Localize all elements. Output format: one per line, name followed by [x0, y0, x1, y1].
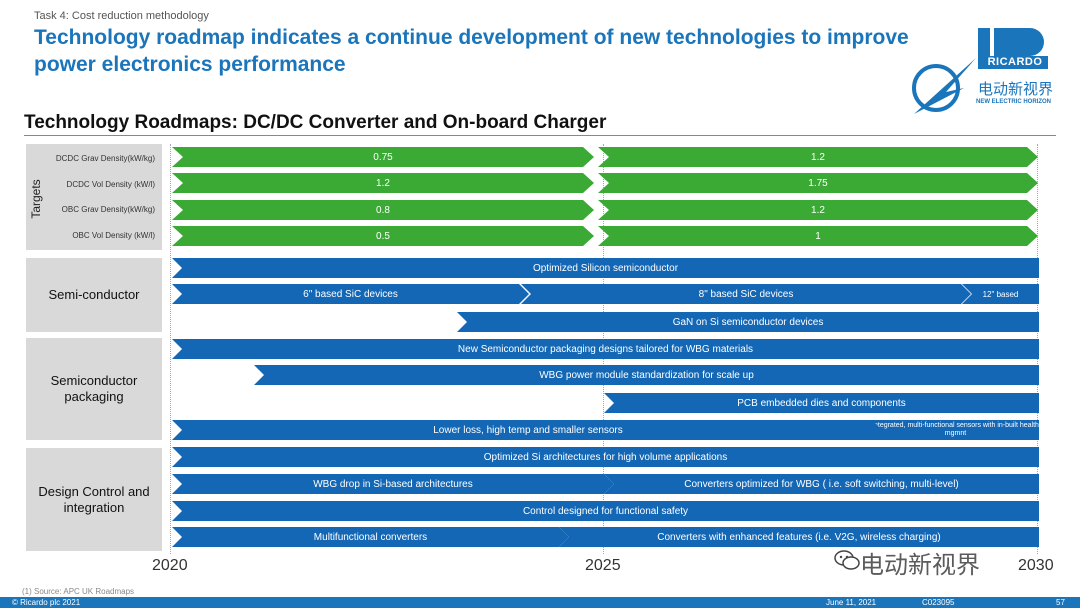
targets-panel [26, 144, 162, 250]
year-2030: 2030 [1018, 557, 1054, 574]
bar-multifunctional: Multifunctional converters [172, 527, 569, 547]
footnote: (1) Source: APC UK Roadmaps [22, 587, 135, 596]
bar-converters-wbg: Converters optimized for WBG ( i.e. soft… [604, 474, 1039, 494]
target-bar-dcdc-vol-2025: 1.75 [598, 173, 1038, 193]
bar-sic-6: 6" based SiC devices [172, 284, 529, 304]
bar-pcb-embedded: PCB embedded dies and components [604, 393, 1039, 413]
year-2020: 2020 [152, 557, 188, 574]
bar-sic-12: 12" based [962, 284, 1039, 304]
section-semiconductor: Semi-conductor [48, 287, 140, 302]
footer-date: June 11, 2021 [826, 598, 877, 607]
footer-bar: © Ricardo plc 2021 June 11, 2021 C023095… [0, 597, 1080, 608]
target-bar-dcdc-grav-2025: 1.2 [598, 147, 1038, 167]
semiconductor-panel [26, 258, 162, 332]
bar-gan-on-si: GaN on Si semiconductor devices [457, 312, 1039, 332]
logo-tagline: NEW ELECTRIC HORIZON [976, 99, 1051, 105]
bar-wbg-packaging: New Semiconductor packaging designs tail… [172, 339, 1039, 359]
bar-wbg-drop-in: WBG drop in Si-based architectures [172, 474, 614, 494]
bar-integrated-sensors: Integrated, multi-functional sensors wit… [872, 420, 1039, 440]
section-packaging: Semiconductor packaging [50, 373, 138, 404]
title-underline [24, 135, 1056, 136]
target-label-obc-grav: OBC Grav Density(kW/kg) [61, 205, 155, 214]
bar-sic-8: 8" based SiC devices [521, 284, 971, 304]
target-bar-obc-vol-2025: 1 [598, 226, 1038, 246]
bar-si-architectures: Optimized Si architectures for high volu… [172, 447, 1039, 467]
footer-code: C023095 [922, 598, 955, 607]
footer-copyright: © Ricardo plc 2021 [12, 598, 81, 607]
ricardo-logo: RICARDO 电动新视界 NEW ELECTRIC HORIZON [906, 26, 1076, 116]
logo-brand: RICARDO [987, 56, 1043, 68]
year-2025: 2025 [585, 557, 621, 574]
section-design: Design Control and integration [38, 483, 150, 515]
footer-page: 57 [1056, 598, 1065, 607]
target-bar-obc-vol-2020: 0.5 [172, 226, 594, 246]
target-label-obc-vol: OBC Vol Density (kW/l) [72, 231, 155, 240]
watermark-text: 电动新视界 [860, 552, 980, 579]
bar-sensors: Lower loss, high temp and smaller sensor… [172, 420, 884, 440]
bar-wbg-module: WBG power module standardization for sca… [254, 365, 1039, 385]
target-bar-obc-grav-2020: 0.8 [172, 200, 594, 220]
slide-headline: Technology roadmap indicates a continue … [34, 26, 909, 76]
design-panel [26, 448, 162, 551]
target-bar-dcdc-grav-2020: 0.75 [172, 147, 594, 167]
wechat-icon [834, 550, 860, 570]
target-bar-dcdc-vol-2020: 1.2 [172, 173, 594, 193]
ricardo-emblem-icon [912, 28, 1048, 114]
logo-chinese: 电动新视界 [978, 81, 1054, 98]
target-label-dcdc-vol: DCDC Vol Density (kW/l) [66, 180, 155, 189]
gridline-2020 [170, 144, 171, 554]
roadmap-title: Technology Roadmaps: DC/DC Converter and… [24, 112, 607, 133]
target-label-dcdc-grav: DCDC Grav Density(kW/kg) [55, 154, 155, 163]
bar-functional-safety: Control designed for functional safety [172, 501, 1039, 521]
task-label: Task 4: Cost reduction methodology [34, 10, 209, 22]
bar-optimized-silicon: Optimized Silicon semiconductor [172, 258, 1039, 278]
packaging-panel [26, 338, 162, 440]
bar-enhanced-converters: Converters with enhanced features (i.e. … [559, 527, 1039, 547]
target-bar-obc-grav-2025: 1.2 [598, 200, 1038, 220]
